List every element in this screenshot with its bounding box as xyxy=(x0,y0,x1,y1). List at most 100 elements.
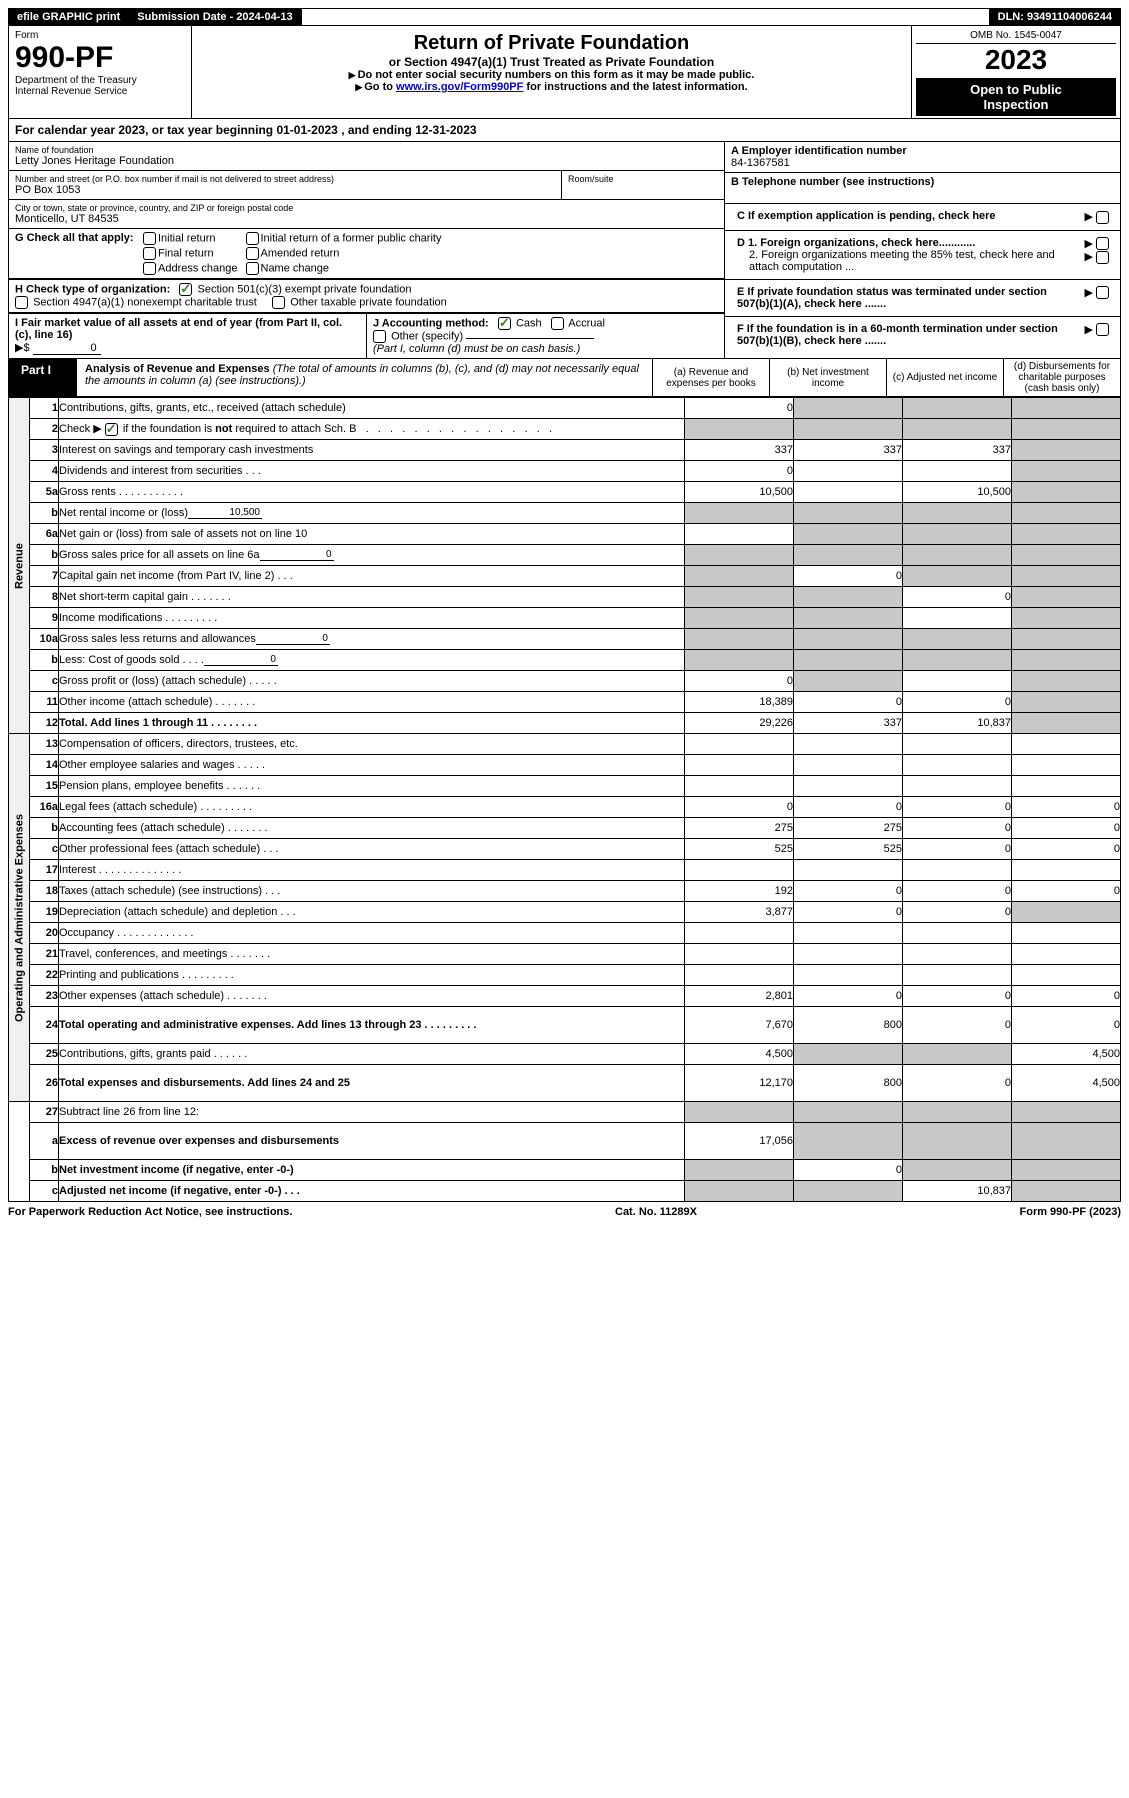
lab-namechg: Name change xyxy=(261,262,330,274)
amount-cell: 18,389 xyxy=(685,692,794,713)
amount-cell xyxy=(1012,608,1121,629)
table-row: 11Other income (attach schedule) . . . .… xyxy=(9,692,1121,713)
room-label: Room/suite xyxy=(568,174,718,184)
amount-cell xyxy=(903,461,1012,482)
cb-other-method[interactable] xyxy=(373,330,386,343)
amount-cell: 7,670 xyxy=(685,1007,794,1044)
cb-f[interactable] xyxy=(1096,323,1109,336)
line-label: Gross sales less returns and allowances0 xyxy=(59,629,685,650)
amount-cell: 800 xyxy=(794,1007,903,1044)
header-left: Form 990-PF Department of the Treasury I… xyxy=(9,26,192,118)
cb-accrual[interactable] xyxy=(551,317,564,330)
table-row: 19Depreciation (attach schedule) and dep… xyxy=(9,902,1121,923)
line-label: Total expenses and disbursements. Add li… xyxy=(59,1065,685,1102)
footer: For Paperwork Reduction Act Notice, see … xyxy=(8,1202,1121,1218)
instr-noss: Do not enter social security numbers on … xyxy=(358,69,755,81)
amount-cell: 0 xyxy=(794,692,903,713)
cb-d1[interactable] xyxy=(1096,237,1109,250)
cb-cash[interactable] xyxy=(498,317,511,330)
line-label: Compensation of officers, directors, tru… xyxy=(59,734,685,755)
ein-value: 84-1367581 xyxy=(731,157,790,169)
amount-cell: 12,170 xyxy=(685,1065,794,1102)
amount-cell xyxy=(794,482,903,503)
table-row: 16aLegal fees (attach schedule) . . . . … xyxy=(9,797,1121,818)
inline-amount: 0 xyxy=(260,549,334,561)
table-row: bLess: Cost of goods sold . . . .0 xyxy=(9,650,1121,671)
line-number: 9 xyxy=(30,608,59,629)
amount-cell: 10,837 xyxy=(903,713,1012,734)
amount-cell xyxy=(685,608,794,629)
amount-cell xyxy=(1012,629,1121,650)
line-number: 24 xyxy=(30,1007,59,1044)
amount-cell: 337 xyxy=(903,440,1012,461)
cb-4947[interactable] xyxy=(15,296,28,309)
lab-initial: Initial return xyxy=(158,232,215,244)
omb-number: OMB No. 1545-0047 xyxy=(916,28,1116,44)
amount-cell xyxy=(685,566,794,587)
cb-d2[interactable] xyxy=(1096,251,1109,264)
line-number: 23 xyxy=(30,986,59,1007)
amount-cell xyxy=(1012,1160,1121,1181)
header-right: OMB No. 1545-0047 2023 Open to Public In… xyxy=(911,26,1120,118)
amount-cell xyxy=(903,503,1012,524)
line-number: b xyxy=(30,545,59,566)
cb-c-pending[interactable] xyxy=(1096,211,1109,224)
line-label: Travel, conferences, and meetings . . . … xyxy=(59,944,685,965)
amount-cell xyxy=(1012,419,1121,440)
part1-title-bold: Analysis of Revenue and Expenses xyxy=(85,363,273,375)
tax-year: 2023 xyxy=(916,44,1116,76)
line-label: Accounting fees (attach schedule) . . . … xyxy=(59,818,685,839)
amount-cell xyxy=(1012,902,1121,923)
cb-e[interactable] xyxy=(1096,286,1109,299)
form-header: Form 990-PF Department of the Treasury I… xyxy=(8,26,1121,119)
table-row: 4Dividends and interest from securities … xyxy=(9,461,1121,482)
cb-501c3[interactable] xyxy=(179,283,192,296)
amount-cell xyxy=(685,1181,794,1202)
line-label: Income modifications . . . . . . . . . xyxy=(59,608,685,629)
form-number: 990-PF xyxy=(15,41,185,75)
cb-addrchg[interactable] xyxy=(143,262,156,275)
line-number: 17 xyxy=(30,860,59,881)
table-row: 3Interest on savings and temporary cash … xyxy=(9,440,1121,461)
city-state-zip: Monticello, UT 84535 xyxy=(15,213,718,225)
amount-cell xyxy=(1012,650,1121,671)
amount-cell xyxy=(685,545,794,566)
table-row: bNet rental income or (loss)10,500 xyxy=(9,503,1121,524)
cb-initial-pub[interactable] xyxy=(246,232,259,245)
line-number: 21 xyxy=(30,944,59,965)
line-number: 15 xyxy=(30,776,59,797)
amount-cell xyxy=(685,1102,794,1123)
amount-cell xyxy=(794,650,903,671)
amount-cell xyxy=(1012,755,1121,776)
cb-namechg[interactable] xyxy=(246,262,259,275)
footer-right: Form 990-PF (2023) xyxy=(1020,1206,1121,1218)
cb-amended[interactable] xyxy=(246,247,259,260)
amount-cell: 337 xyxy=(794,440,903,461)
cb-other-tax[interactable] xyxy=(272,296,285,309)
amount-cell: 0 xyxy=(903,1065,1012,1102)
amount-cell: 0 xyxy=(1012,986,1121,1007)
instr-link[interactable]: www.irs.gov/Form990PF xyxy=(396,81,523,93)
amount-cell: 2,801 xyxy=(685,986,794,1007)
amount-cell xyxy=(794,503,903,524)
cb-final[interactable] xyxy=(143,247,156,260)
dept-irs: Internal Revenue Service xyxy=(15,86,185,97)
table-row: 25Contributions, gifts, grants paid . . … xyxy=(9,1044,1121,1065)
line-label: Net short-term capital gain . . . . . . … xyxy=(59,587,685,608)
amount-cell: 0 xyxy=(1012,881,1121,902)
cb-initial[interactable] xyxy=(143,232,156,245)
name-label: Name of foundation xyxy=(15,145,718,155)
amount-cell xyxy=(685,1160,794,1181)
table-row: 15Pension plans, employee benefits . . .… xyxy=(9,776,1121,797)
topbar-spacer xyxy=(302,9,990,25)
open-public-box: Open to Public Inspection xyxy=(916,78,1116,116)
amount-cell: 0 xyxy=(903,692,1012,713)
submission-date: Submission Date - 2024-04-13 xyxy=(129,9,301,25)
amount-cell xyxy=(903,734,1012,755)
line-number: c xyxy=(30,671,59,692)
amount-cell xyxy=(685,860,794,881)
part1-header: Part I Analysis of Revenue and Expenses … xyxy=(8,359,1121,397)
table-row: cOther professional fees (attach schedul… xyxy=(9,839,1121,860)
line-label: Occupancy . . . . . . . . . . . . . xyxy=(59,923,685,944)
line-number: 16a xyxy=(30,797,59,818)
